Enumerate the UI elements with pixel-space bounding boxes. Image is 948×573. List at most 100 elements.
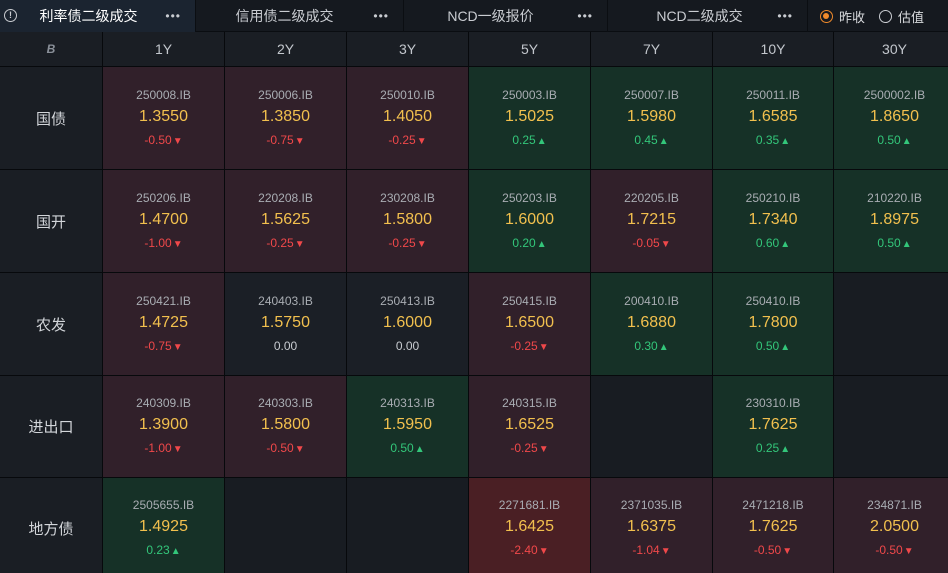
yield-value: 1.6375 [627,517,676,535]
price-basis-radio-group: 昨收 估值 [808,0,924,32]
info-icon[interactable]: ! [4,9,17,22]
yield-value: 1.5750 [261,313,310,331]
quote-cell[interactable]: 250210.IB 1.7340 0.60▲ [713,170,833,272]
column-header-tenor[interactable]: 7Y [591,32,712,66]
change-number: 0.00 [395,338,420,353]
more-icon[interactable]: ••• [373,9,389,23]
tab-ncd-primary-quote[interactable]: NCD一级报价 ••• [404,0,608,32]
quote-cell[interactable]: 250008.IB 1.3550 -0.50▼ [103,67,224,169]
bond-code: 250410.IB [745,293,801,308]
change-value: -0.50▼ [266,441,304,455]
row-header-bond-type[interactable]: 国开 [0,170,102,272]
more-icon[interactable]: ••• [577,9,593,23]
change-number: 0.50 [755,338,780,353]
quote-cell[interactable]: 250206.IB 1.4700 -1.00▼ [103,170,224,272]
quote-cell[interactable]: 250421.IB 1.4725 -0.75▼ [103,273,224,375]
change-value: -0.25▼ [510,441,548,455]
quote-cell[interactable]: 220208.IB 1.5625 -0.25▼ [225,170,346,272]
yield-value: 1.6500 [505,313,554,331]
quote-cell[interactable]: 240403.IB 1.5750 0.00 [225,273,346,375]
column-header-tenor[interactable]: 3Y [347,32,468,66]
change-value: 0.60▲ [756,236,790,250]
row-header-bond-type[interactable]: 国债 [0,67,102,169]
change-value: -0.25▼ [388,133,426,147]
quote-cell[interactable]: 250415.IB 1.6500 -0.25▼ [469,273,590,375]
corner-header: B [0,32,102,66]
tab-bar: ! 利率债二级成交 ••• 信用债二级成交 ••• NCD一级报价 ••• NC… [0,0,948,32]
tab-rate-bond-secondary[interactable]: ! 利率债二级成交 ••• [0,0,196,32]
bond-code: 240315.IB [502,396,557,410]
quote-cell[interactable]: 200410.IB 1.6880 0.30▲ [591,273,712,375]
quote-cell[interactable]: 250410.IB 1.7800 0.50▲ [713,273,833,375]
change-value: 0.00 [396,339,419,353]
triangle-up-icon: ▲ [780,135,791,147]
triangle-up-icon: ▲ [780,444,791,455]
bond-code: 240313.IB [380,396,435,410]
quote-cell[interactable]: 240315.IB 1.6525 -0.25▼ [469,376,590,477]
quote-cell[interactable]: 210220.IB 1.8975 0.50▲ [834,170,948,272]
change-value: -0.75▼ [144,339,182,353]
column-header-tenor[interactable]: 10Y [713,32,833,66]
yield-value: 1.4700 [139,210,188,228]
change-number: 0.45 [634,132,658,147]
tab-ncd-secondary[interactable]: NCD二级成交 ••• [608,0,808,32]
quote-cell[interactable]: 2505655.IB 1.4925 0.23▲ [103,478,224,573]
triangle-up-icon: ▲ [536,238,547,250]
quote-cell[interactable]: 240303.IB 1.5800 -0.50▼ [225,376,346,477]
bond-code: 250003.IB [502,87,557,102]
tab-credit-bond-secondary[interactable]: 信用债二级成交 ••• [196,0,404,32]
quote-cell[interactable]: 2371035.IB 1.6375 -1.04▼ [591,478,712,573]
column-header-tenor[interactable]: 30Y [834,32,948,66]
quote-cell[interactable]: 230310.IB 1.7625 0.25▲ [713,376,833,477]
quote-cell[interactable]: 2471218.IB 1.7625 -0.50▼ [713,478,833,573]
yield-value: 1.7625 [748,416,798,433]
radio-prev-close[interactable]: 昨收 [820,7,865,26]
triangle-down-icon: ▼ [294,238,305,250]
quote-cell[interactable]: 250010.IB 1.4050 -0.25▼ [347,67,468,169]
row-header-bond-type[interactable]: 地方债 [0,478,102,573]
change-number: 0.50 [877,132,901,147]
yield-value: 1.7800 [748,313,798,331]
radio-valuation[interactable]: 估值 [879,7,924,26]
row-header-bond-type[interactable]: 农发 [0,273,102,375]
quote-cell[interactable]: 230208.IB 1.5800 -0.25▼ [347,170,468,272]
triangle-down-icon: ▼ [660,545,671,557]
logo-icon: B [46,42,56,56]
yield-value: 1.5625 [261,210,310,228]
bond-code: 250008.IB [136,87,191,102]
column-header-tenor[interactable]: 1Y [103,32,224,66]
change-number: -1.04 [632,542,660,557]
triangle-down-icon: ▼ [782,545,793,557]
change-value: 0.35▲ [756,133,790,147]
more-icon[interactable]: ••• [777,9,793,23]
column-header-tenor[interactable]: 5Y [469,32,590,66]
change-value: 0.20▲ [512,236,546,250]
triangle-down-icon: ▼ [538,444,549,455]
empty-quote-cell [834,273,948,375]
row-header-bond-type[interactable]: 进出口 [0,376,102,477]
bond-code: 250421.IB [136,293,191,308]
change-number: -0.25 [510,338,538,353]
change-number: 0.60 [755,235,780,250]
quote-cell[interactable]: 250006.IB 1.3850 -0.75▼ [225,67,346,169]
column-header-tenor[interactable]: 2Y [225,32,346,66]
change-value: -1.04▼ [632,543,670,557]
quote-cell[interactable]: 250011.IB 1.6585 0.35▲ [713,67,833,169]
quote-cell[interactable]: 2271681.IB 1.6425 -2.40▼ [469,478,590,573]
quote-cell[interactable]: 240309.IB 1.3900 -1.00▼ [103,376,224,477]
more-icon[interactable]: ••• [165,9,181,23]
quote-cell[interactable]: 2500002.IB 1.8650 0.50▲ [834,67,948,169]
quote-cell[interactable]: 240313.IB 1.5950 0.50▲ [347,376,468,477]
quote-cell[interactable]: 250413.IB 1.6000 0.00 [347,273,468,375]
quote-cell[interactable]: 250007.IB 1.5980 0.45▲ [591,67,712,169]
quote-cell[interactable]: 250203.IB 1.6000 0.20▲ [469,170,590,272]
quote-cell[interactable]: 250003.IB 1.5025 0.25▲ [469,67,590,169]
bond-code: 250007.IB [624,87,679,102]
quote-cell[interactable]: 220205.IB 1.7215 -0.05▼ [591,170,712,272]
bond-code: 250203.IB [502,190,557,205]
change-value: 0.23▲ [146,543,180,557]
triangle-down-icon: ▼ [538,545,549,557]
triangle-down-icon: ▼ [294,135,305,147]
yield-value: 1.5800 [261,416,310,433]
quote-cell[interactable]: 234871.IB 2.0500 -0.50▼ [834,478,948,573]
